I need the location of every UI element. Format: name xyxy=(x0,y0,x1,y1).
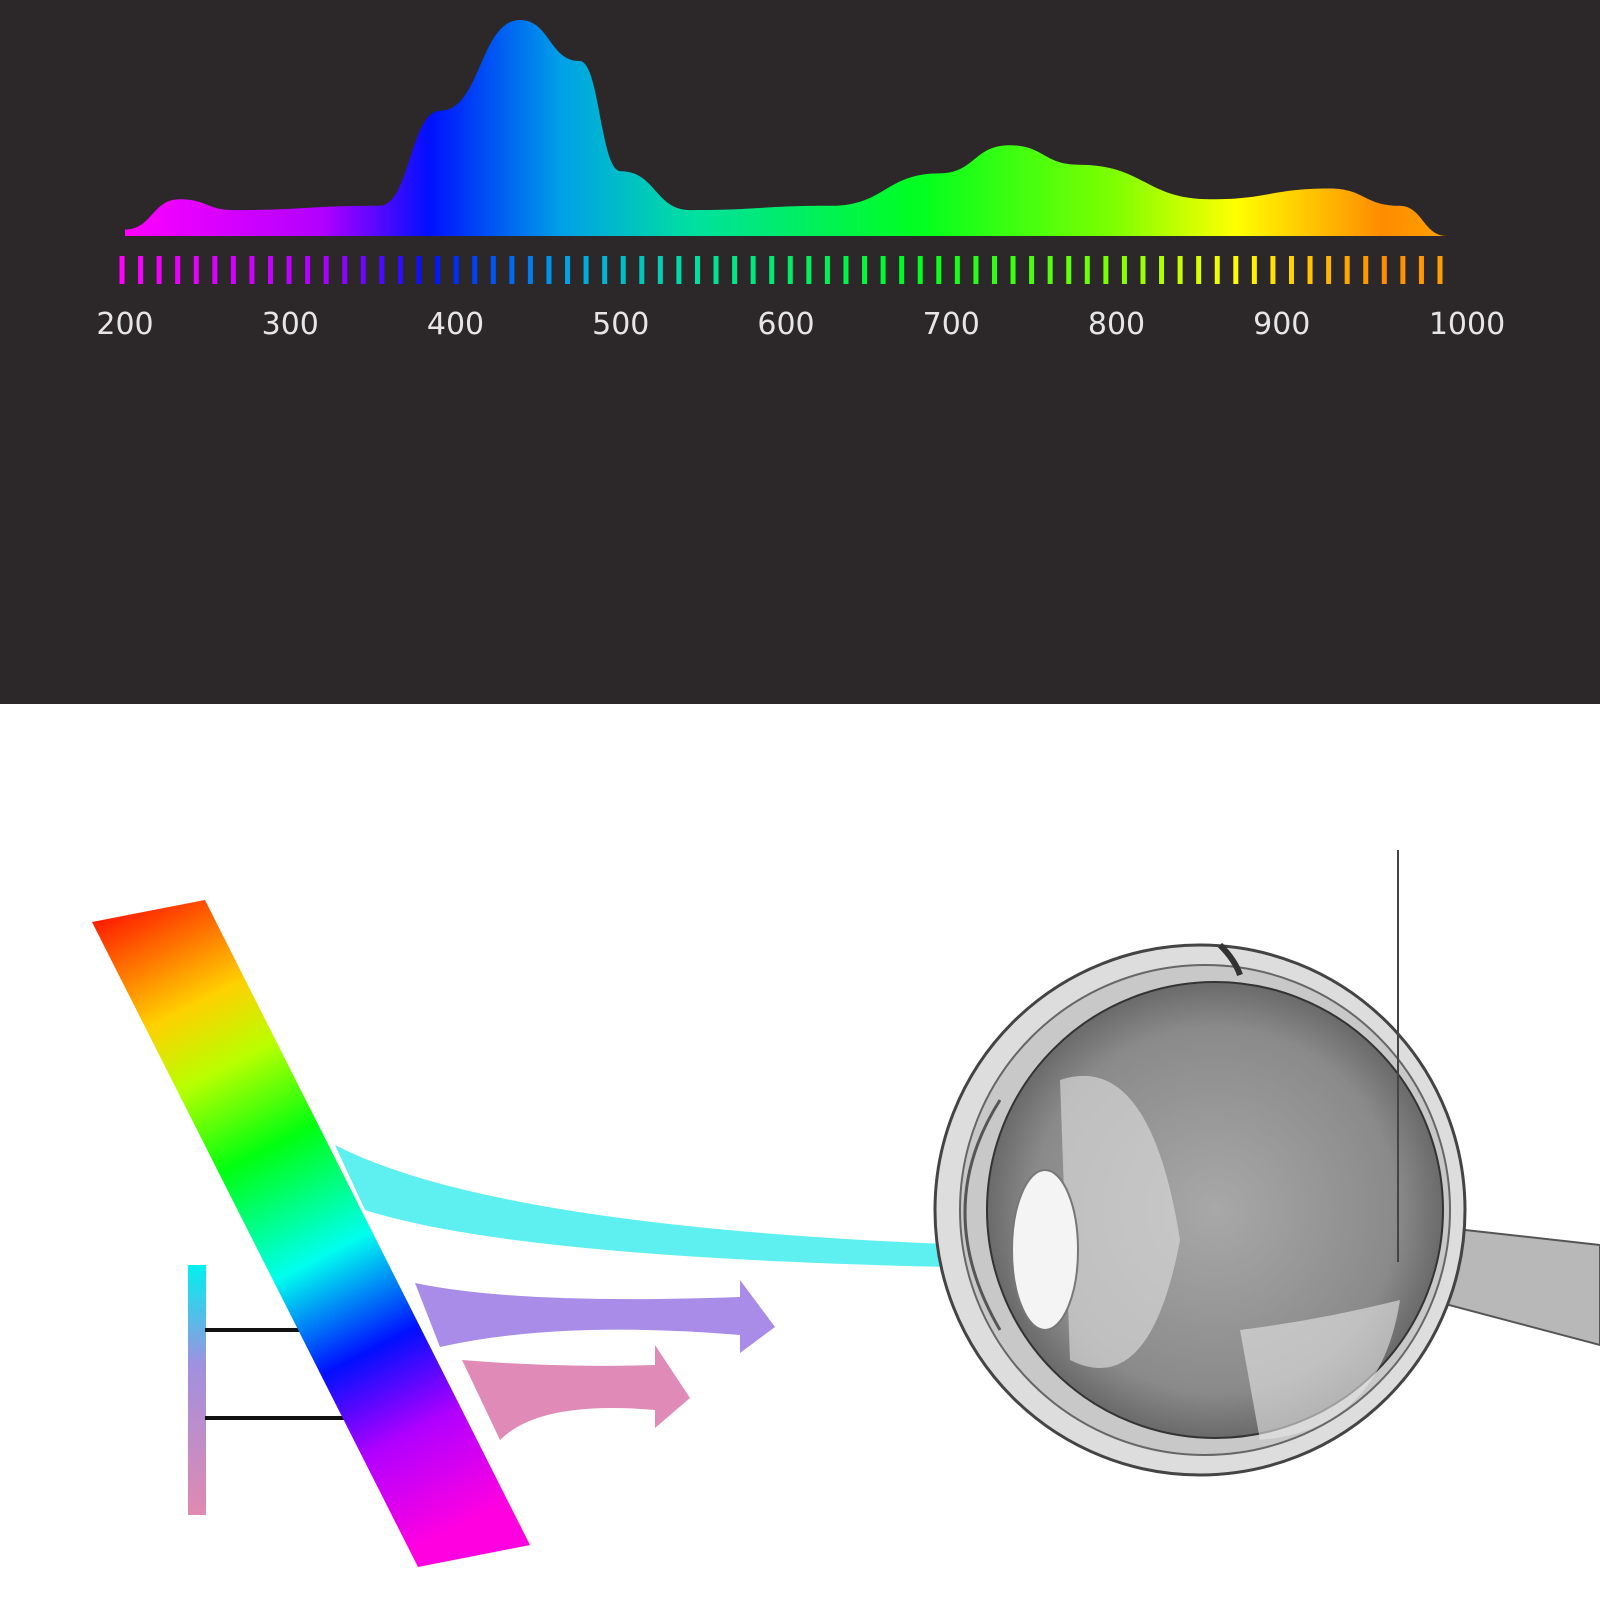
tick-mark xyxy=(1121,256,1127,284)
tick-mark xyxy=(342,256,348,284)
eye-cross-section xyxy=(933,942,1600,1477)
tick-mark xyxy=(527,256,533,284)
cyan-beam-arrow xyxy=(335,1145,1395,1268)
tick-mark xyxy=(899,256,905,284)
tick-mark xyxy=(156,256,162,284)
tick-mark xyxy=(954,256,960,284)
tick-mark xyxy=(249,256,255,284)
tick-mark xyxy=(1159,256,1165,284)
tick-mark xyxy=(230,256,236,284)
tick-mark xyxy=(1047,256,1053,284)
tick-mark xyxy=(360,256,366,284)
tick-mark xyxy=(880,256,886,284)
x-axis-labels: 200 300 400 500 600 700 800 900 1000 xyxy=(96,307,1505,342)
tick-mark xyxy=(1029,256,1035,284)
tick-mark xyxy=(453,256,459,284)
tick-mark xyxy=(323,256,329,284)
tick-mark xyxy=(1381,256,1387,284)
tick-mark xyxy=(1437,256,1443,284)
tick-mark xyxy=(119,256,125,284)
tick-mark xyxy=(787,256,793,284)
tick-mark xyxy=(1270,256,1276,284)
tick-mark xyxy=(138,256,144,284)
tick-mark xyxy=(379,256,385,284)
tick-mark xyxy=(732,256,738,284)
spectrum-panel xyxy=(0,0,1600,704)
tick-mark xyxy=(1251,256,1257,284)
tick-mark xyxy=(546,256,552,284)
x-tick-label: 900 xyxy=(1253,307,1310,342)
tick-marks xyxy=(119,256,1443,284)
tick-mark xyxy=(435,256,441,284)
tick-mark xyxy=(1400,256,1406,284)
tick-mark xyxy=(750,256,756,284)
x-tick-label: 1000 xyxy=(1429,307,1505,342)
tick-mark xyxy=(490,256,496,284)
pink-beam-arrow xyxy=(462,1345,690,1440)
tick-mark xyxy=(936,256,942,284)
tick-mark xyxy=(583,256,589,284)
tick-mark xyxy=(843,256,849,284)
tick-mark xyxy=(862,256,868,284)
tick-mark xyxy=(193,256,199,284)
x-tick-label: 600 xyxy=(757,307,814,342)
tick-mark xyxy=(602,256,608,284)
tick-mark xyxy=(565,256,571,284)
tick-mark xyxy=(917,256,923,284)
tick-mark xyxy=(212,256,218,284)
x-tick-label: 300 xyxy=(262,307,319,342)
spectrum-chart: 200 300 400 500 600 700 800 900 1000 xyxy=(96,20,1505,342)
tick-mark xyxy=(694,256,700,284)
tick-mark xyxy=(1103,256,1109,284)
tick-mark xyxy=(639,256,645,284)
tick-mark xyxy=(1344,256,1350,284)
tick-mark xyxy=(1214,256,1220,284)
tick-mark xyxy=(1010,256,1016,284)
tick-mark xyxy=(1084,256,1090,284)
tick-mark xyxy=(620,256,626,284)
cornea xyxy=(963,1099,1002,1331)
tick-mark xyxy=(769,256,775,284)
rainbow-spectrum-band xyxy=(92,900,530,1567)
tick-mark xyxy=(175,256,181,284)
tick-mark xyxy=(973,256,979,284)
tick-mark xyxy=(1196,256,1202,284)
tick-mark xyxy=(657,256,663,284)
tick-mark xyxy=(397,256,403,284)
tick-mark xyxy=(1307,256,1313,284)
tick-mark xyxy=(416,256,422,284)
tick-mark xyxy=(1066,256,1072,284)
x-tick-label: 500 xyxy=(592,307,649,342)
tick-mark xyxy=(1288,256,1294,284)
tick-mark xyxy=(1140,256,1146,284)
tick-mark xyxy=(1177,256,1183,284)
tick-mark xyxy=(286,256,292,284)
wavelength-bar xyxy=(188,1265,206,1515)
tick-mark xyxy=(509,256,515,284)
tick-mark xyxy=(713,256,719,284)
tick-mark xyxy=(1326,256,1332,284)
x-tick-label: 800 xyxy=(1088,307,1145,342)
x-tick-label: 200 xyxy=(96,307,153,342)
tick-mark xyxy=(1418,256,1424,284)
tick-mark xyxy=(676,256,682,284)
tick-mark xyxy=(1363,256,1369,284)
x-tick-label: 400 xyxy=(427,307,484,342)
lens xyxy=(1011,1169,1079,1331)
tick-mark xyxy=(1233,256,1239,284)
tick-mark xyxy=(991,256,997,284)
violet-beam-arrow xyxy=(415,1280,775,1353)
tick-mark xyxy=(824,256,830,284)
spectrum-area xyxy=(125,20,1447,236)
x-tick-label: 700 xyxy=(923,307,980,342)
tick-mark xyxy=(472,256,478,284)
tick-mark xyxy=(305,256,311,284)
tick-mark xyxy=(268,256,274,284)
tick-mark xyxy=(806,256,812,284)
